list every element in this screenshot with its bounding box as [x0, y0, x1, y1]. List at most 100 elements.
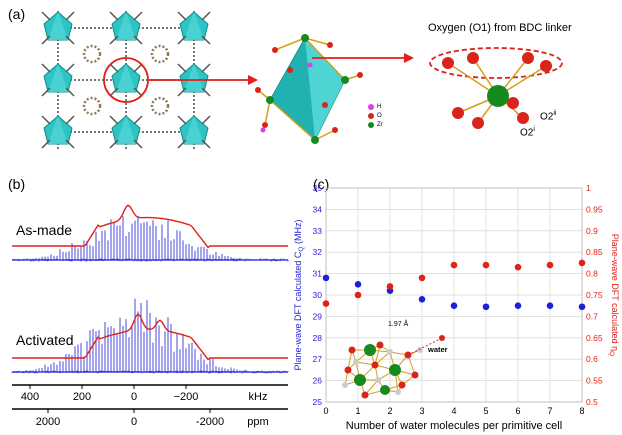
legend-item: Zr: [368, 120, 383, 129]
zr-cluster-image: [255, 34, 363, 144]
blue-spectrum: [11, 298, 289, 374]
o2-ii-label: O2ii: [540, 110, 556, 122]
atom: [342, 382, 348, 388]
x-tick-label: 4: [451, 406, 456, 416]
atom: [364, 344, 376, 356]
khz-tick-label: 400: [21, 391, 39, 403]
atom: [376, 341, 384, 349]
atom: [353, 359, 359, 365]
khz-tick-label: 200: [73, 391, 91, 403]
ppm-tick-label: 0: [131, 416, 137, 428]
o1-caption: Oxygen (O1) from BDC linker: [428, 22, 572, 34]
panel-c-label: (c): [313, 176, 330, 192]
data-point: [514, 263, 522, 271]
x-tick-label: 8: [579, 406, 584, 416]
atom: [344, 366, 352, 374]
arrow-1: [148, 75, 258, 85]
data-point: [354, 291, 362, 299]
x-axis-label: Number of water molecules per primitive …: [346, 420, 562, 432]
atom: [398, 381, 406, 389]
red-fit: [12, 312, 288, 361]
data-point: [514, 302, 522, 309]
o2-i-text: O2: [520, 127, 534, 139]
spectrum-label-activated: Activated: [16, 332, 74, 348]
data-point: [450, 261, 458, 269]
o2-ii-sup: ii: [553, 110, 557, 117]
legend-swatch: [368, 112, 374, 119]
data-point: [482, 303, 490, 311]
o2-i-label: O2i: [520, 126, 535, 138]
arrow-2: [312, 53, 414, 63]
water-oxygen: [439, 335, 445, 341]
ppm-unit: ppm: [247, 416, 268, 428]
atom-legend: H O Zr: [368, 102, 383, 129]
data-point: [578, 303, 586, 311]
legend-swatch: [368, 103, 374, 110]
y-left-tick-label: 34: [313, 204, 323, 214]
data-point: [482, 261, 490, 269]
legend-item: H: [368, 102, 383, 111]
data-point: [418, 274, 426, 282]
ppm-tick-label: 2000: [36, 416, 60, 428]
blue-spectrum: [11, 216, 289, 262]
bond-length-label: 1.97 Å: [388, 319, 409, 328]
atom: [411, 371, 419, 379]
plot-frame: [325, 187, 583, 403]
data-point: [450, 302, 458, 309]
atom: [348, 346, 356, 354]
data-point: [546, 261, 554, 269]
y-left-tick-label: 27: [313, 354, 323, 364]
y-right-tick-label: 1: [586, 183, 591, 193]
atom: [371, 361, 379, 369]
atom: [395, 389, 401, 395]
y-right-tick-label: 0.7: [586, 311, 598, 321]
y-right-tick-label: 0.75: [586, 290, 603, 300]
data-point: [418, 295, 426, 303]
o2-ii-text: O2: [540, 111, 554, 123]
panel-a-label: (a): [8, 6, 26, 22]
x-tick-label: 5: [483, 406, 488, 416]
atom: [361, 391, 369, 399]
hbond-line: [407, 338, 441, 356]
atom: [354, 374, 366, 386]
spectrum-label-as-made: As-made: [16, 222, 73, 238]
y-right-tick-label: 0.5: [586, 397, 598, 407]
y-right-tick-label: 0.6: [586, 354, 598, 364]
y-right-tick-label: 0.55: [586, 376, 603, 386]
y-left-tick-label: 25: [313, 397, 323, 407]
water-inset-image: [342, 335, 445, 399]
legend-h-label: H: [377, 103, 382, 110]
khz-unit: kHz: [249, 391, 268, 403]
red-fit: [12, 204, 288, 249]
x-tick-label: 2: [387, 406, 392, 416]
y-left-tick-label: 28: [313, 333, 323, 343]
y-right-tick-label: 0.95: [586, 204, 603, 214]
atom: [417, 347, 423, 353]
bond: [407, 354, 416, 376]
data-point: [578, 259, 586, 267]
y-left-tick-label: 26: [313, 376, 323, 386]
x-tick-label: 3: [419, 406, 424, 416]
y-right-tick-label: 0.9: [586, 226, 598, 236]
data-point: [322, 274, 330, 282]
data-point: [354, 281, 362, 288]
panel-b-label: (b): [8, 176, 26, 192]
x-tick-label: 7: [547, 406, 552, 416]
atom: [375, 377, 381, 383]
legend-swatch: [368, 121, 374, 128]
data-point: [546, 302, 554, 309]
dft-chart: 25262728293031323334350.50.550.60.650.70…: [293, 183, 620, 432]
y-right-tick-label: 0.65: [586, 333, 603, 343]
y-left-tick-label: 31: [313, 269, 323, 279]
atom: [387, 349, 393, 355]
water-label: water: [427, 345, 448, 354]
atom: [389, 364, 401, 376]
y-right-axis-label: Plane-wave DFT calculated ηQ: [608, 234, 620, 356]
data-point: [322, 300, 330, 307]
khz-tick-label: −200: [174, 391, 199, 403]
x-tick-label: 6: [515, 406, 520, 416]
x-tick-label: 0: [323, 406, 328, 416]
ppm-tick-label: -2000: [196, 416, 224, 428]
y-left-tick-label: 30: [313, 290, 323, 300]
